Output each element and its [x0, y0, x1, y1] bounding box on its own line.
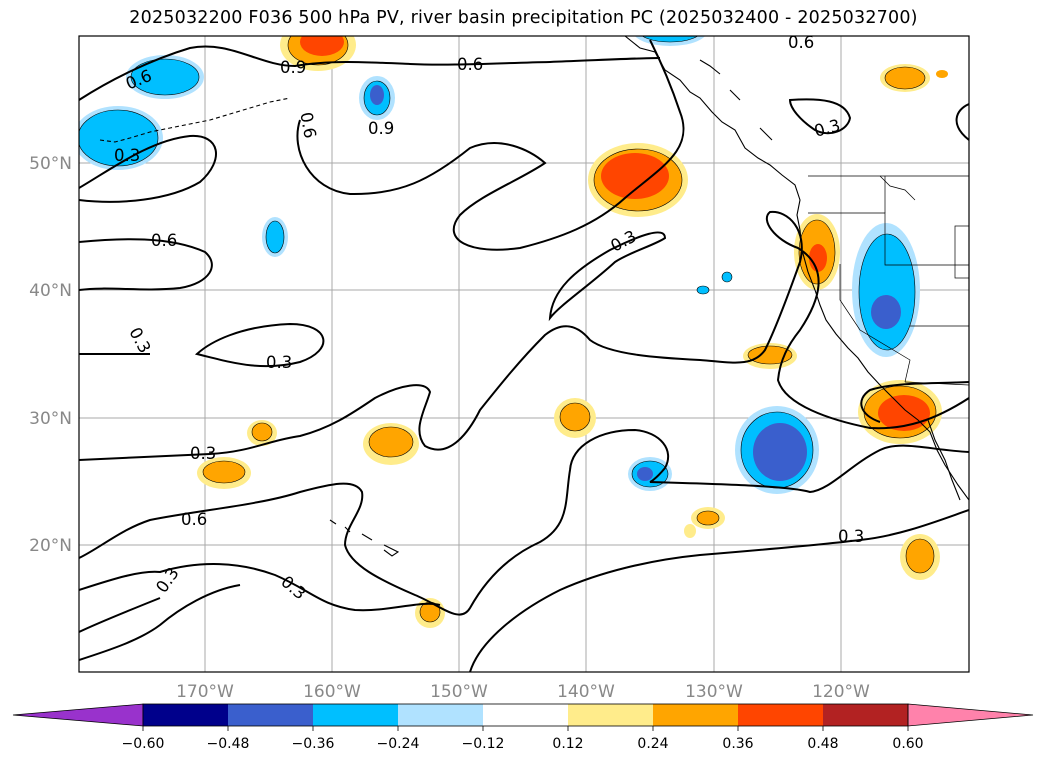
- colorbar-segment: [823, 704, 908, 726]
- contour-label: 0.6: [181, 510, 207, 529]
- colorbar-tick-label: 0.12: [552, 736, 583, 752]
- contour-label: 0.3: [838, 527, 864, 546]
- colorbar-segment: [568, 704, 653, 726]
- colorbar-tick-label: −0.12: [462, 736, 505, 752]
- negative-patch: [126, 55, 204, 99]
- contour-label: 0.9: [280, 58, 306, 77]
- lon-label: 150°W: [430, 682, 488, 702]
- colorbar-segment: [483, 704, 568, 726]
- colorbar: −0.60 −0.48 −0.36 −0.24 −0.12 0.12 0.24 0.36 0.4…: [12, 703, 1034, 752]
- colorbar-segment: [653, 704, 738, 726]
- contour-label: 0.3: [266, 353, 292, 372]
- colorbar-segment: [738, 704, 823, 726]
- contour-label: 0.6: [296, 111, 319, 140]
- map-area: 0.6 0.9 0.6 0.6 0.9 0.6 0.3 0.3 0.6 0.3 …: [79, 33, 969, 672]
- lon-label: 160°W: [303, 682, 361, 702]
- contour-label: 0.3: [114, 146, 140, 165]
- positive-patch: [900, 534, 940, 580]
- colorbar-tick-label: 0.60: [892, 736, 923, 752]
- positive-patch: [588, 143, 688, 217]
- contour-label: 0.6: [788, 33, 814, 52]
- negative-patch: [262, 217, 288, 257]
- colorbar-tick-label: −0.60: [122, 736, 165, 752]
- colorbar-tick-label: −0.36: [292, 736, 335, 752]
- lon-label: 170°W: [176, 682, 234, 702]
- positive-patch: [684, 507, 725, 538]
- lat-axis: 50°N 40°N 30°N 20°N: [29, 154, 72, 556]
- lat-label: 20°N: [29, 536, 72, 556]
- map-title: 2025032200 F036 500 hPa PV, river basin …: [129, 8, 918, 28]
- precip-patches: [79, 36, 948, 628]
- positive-patch: [247, 420, 277, 446]
- lat-label: 40°N: [29, 281, 72, 301]
- pv-contours: [79, 39, 969, 672]
- colorbar-tick-label: 0.36: [722, 736, 753, 752]
- colorbar-extend-high: [907, 703, 1034, 727]
- colorbar-segment: [398, 704, 483, 726]
- lon-label: 120°W: [812, 682, 870, 702]
- positive-patch: [197, 457, 251, 489]
- map-frame: [78, 35, 970, 673]
- negative-patch: [696, 271, 733, 295]
- colorbar-tick-label: −0.48: [207, 736, 250, 752]
- contour-label: 0.3: [190, 444, 216, 463]
- contour-label: 0.6: [457, 55, 483, 74]
- lon-label: 130°W: [685, 682, 743, 702]
- positive-patch: [794, 214, 840, 290]
- contour-label: 0.6: [151, 231, 177, 250]
- positive-patch: [743, 343, 797, 369]
- colorbar-tick-label: −0.24: [377, 736, 420, 752]
- negative-patch: [628, 457, 672, 491]
- lon-axis: 170°W 160°W 150°W 140°W 130°W 120°W: [176, 682, 870, 702]
- colorbar-tick-label: 0.24: [637, 736, 668, 752]
- negative-patch: [634, 36, 706, 46]
- lon-label: 140°W: [557, 682, 615, 702]
- contour-label: 0.9: [368, 119, 394, 138]
- lat-label: 50°N: [29, 154, 72, 174]
- colorbar-segment: [143, 704, 228, 726]
- colorbar-extend-low: [12, 703, 144, 727]
- colorbar-segment: [313, 704, 398, 726]
- borders: [808, 175, 969, 386]
- graticule: [79, 36, 969, 672]
- colorbar-segment: [228, 704, 313, 726]
- positive-patch: [554, 398, 596, 438]
- positive-patch: [363, 423, 419, 465]
- colorbar-border: [142, 703, 909, 727]
- lat-label: 30°N: [29, 409, 72, 429]
- negative-patch: [735, 406, 819, 494]
- positive-patch: [880, 64, 948, 92]
- negative-patch: [852, 223, 920, 357]
- colorbar-ticks: −0.60 −0.48 −0.36 −0.24 −0.12 0.12 0.24 0.36 0.4…: [122, 726, 924, 752]
- negative-patch: [359, 76, 395, 120]
- colorbar-tick-label: 0.48: [807, 736, 838, 752]
- colorbar-segments: [12, 703, 1034, 727]
